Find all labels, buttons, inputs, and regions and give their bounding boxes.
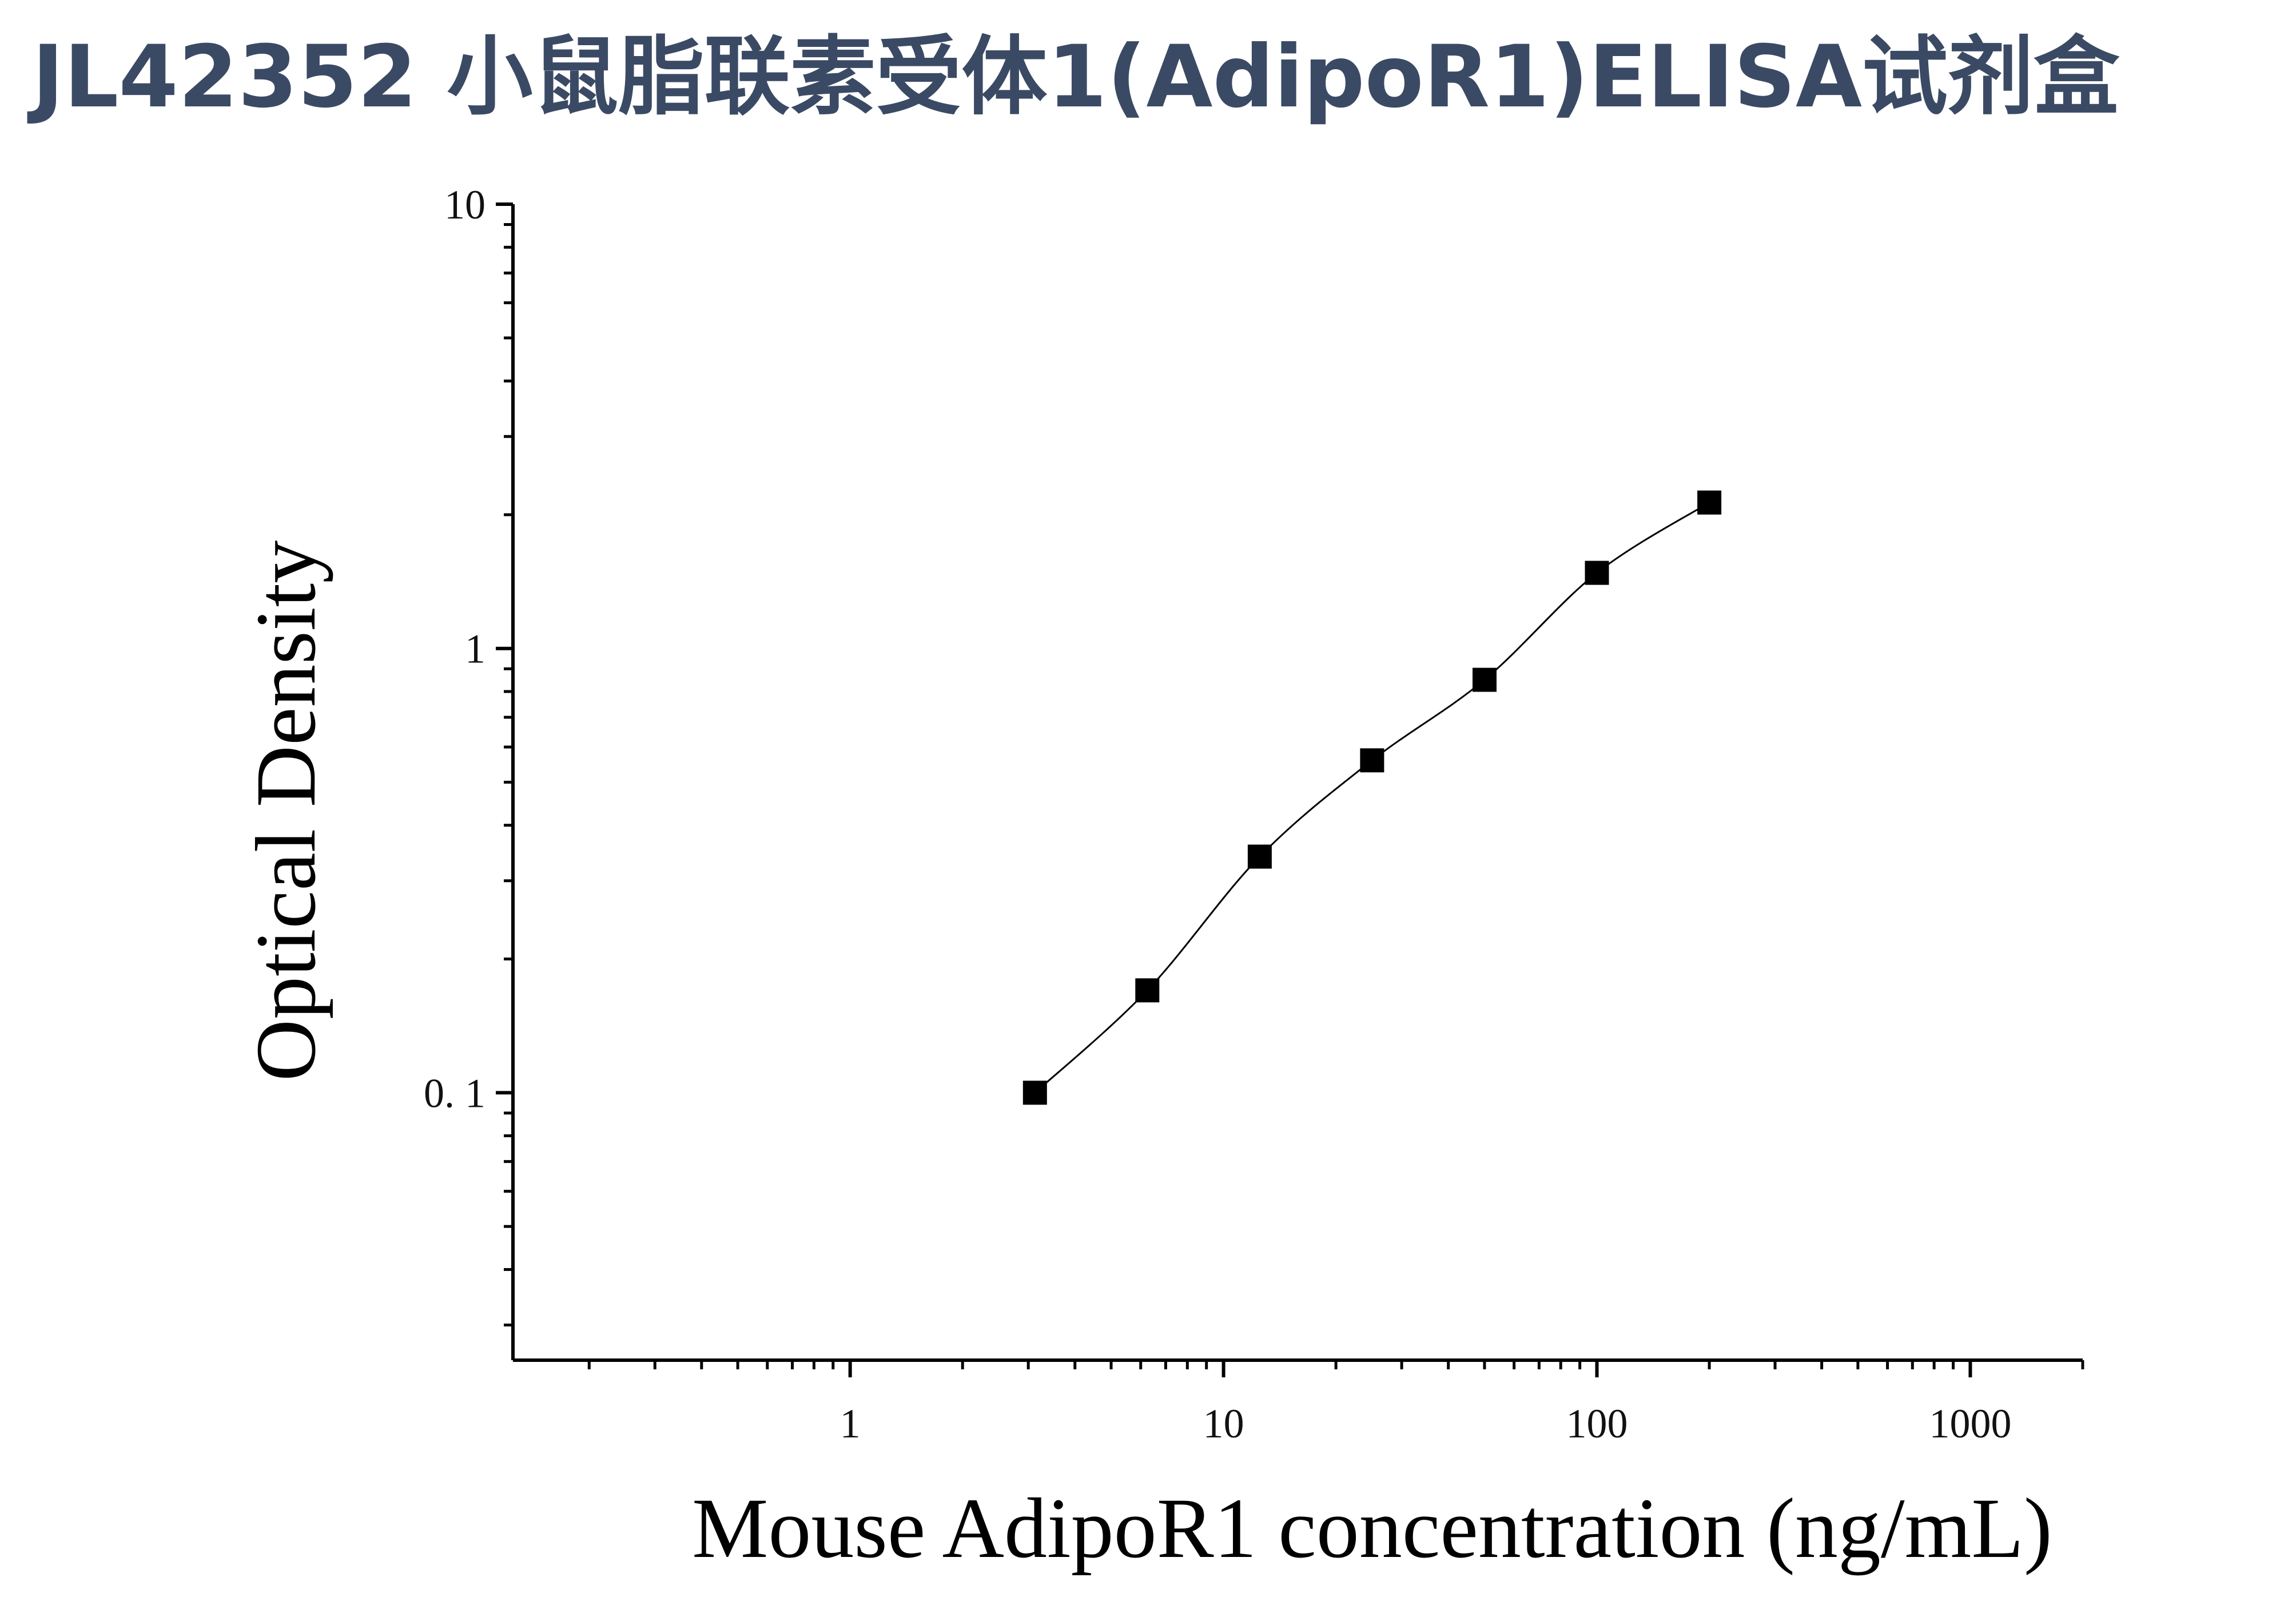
y-tick-label: 1 xyxy=(465,626,486,672)
ticks xyxy=(496,202,2084,1377)
data-point xyxy=(1473,668,1497,692)
data-point xyxy=(1360,748,1384,773)
axes xyxy=(511,204,2083,1362)
data-point xyxy=(1022,1080,1047,1105)
x-tick-label: 100 xyxy=(1566,1401,1628,1447)
tick-labels: 1 10 100 1000 0. 1 1 10 xyxy=(424,182,2011,1447)
x-tick-label: 10 xyxy=(1203,1401,1244,1447)
y-tick-label: 10 xyxy=(444,182,486,228)
data-points xyxy=(1022,490,1722,1105)
y-axis-title: Optical Density xyxy=(238,541,333,1082)
chart-title: JL42352 小鼠脂联素受体1(AdipoR1)ELISA试剂盒 xyxy=(32,27,2120,127)
fit-curve xyxy=(1034,502,1710,1094)
x-axis-title: Mouse AdipoR1 concentration (ng/mL) xyxy=(692,1481,2052,1576)
data-point xyxy=(1247,844,1272,869)
x-tick-label: 1000 xyxy=(1929,1401,2011,1447)
y-tick-label: 0. 1 xyxy=(424,1070,486,1116)
data-point xyxy=(1135,978,1160,1003)
data-point xyxy=(1585,561,1609,585)
x-tick-label: 1 xyxy=(840,1401,861,1447)
data-point xyxy=(1697,490,1722,515)
